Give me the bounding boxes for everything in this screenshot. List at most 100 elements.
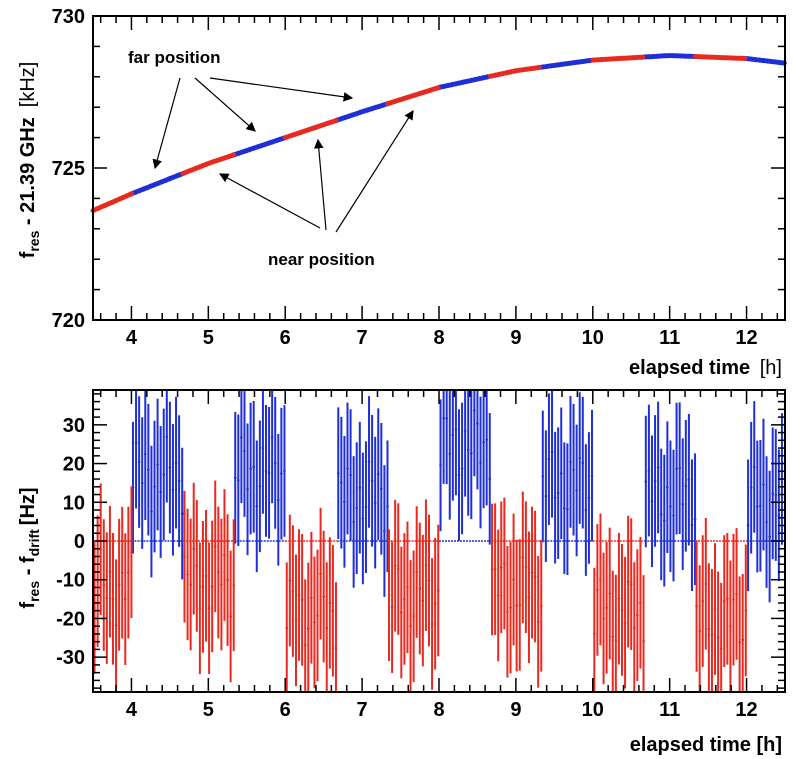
- x-tick-label: 12: [735, 327, 757, 349]
- data-point-near: [418, 587, 422, 590]
- data-point-far: [267, 471, 271, 475]
- data-point-near: [605, 606, 608, 610]
- data-point-far: [171, 488, 175, 492]
- data-point-near: [490, 568, 494, 571]
- data-point-near: [527, 596, 531, 599]
- data-point-near: [726, 597, 729, 601]
- x-tick-label: 12: [735, 699, 757, 721]
- data-point-near: [201, 585, 205, 589]
- data-point-far: [373, 501, 377, 505]
- data-point-far: [156, 463, 159, 466]
- annotation-arrow: [209, 77, 354, 102]
- data-point-near: [735, 592, 738, 596]
- top-chart: 4 5 6 7 8 9 10 11 12 720 725 730 elapsed time [h] f…: [17, 6, 788, 379]
- data-point-near: [285, 626, 289, 630]
- data-point-near: [120, 571, 124, 574]
- data-point-far: [768, 535, 771, 538]
- data-point-near: [539, 604, 543, 608]
- series-segment-far: [744, 56, 788, 66]
- data-point-far: [174, 461, 178, 464]
- y-tick-label: 20: [63, 454, 85, 476]
- top-chart-data-layer: [90, 53, 788, 214]
- data-point-far: [243, 449, 246, 453]
- data-point-near: [186, 573, 189, 576]
- data-point-far: [762, 483, 765, 486]
- data-point-far: [165, 435, 169, 439]
- x-tick-label: 7: [357, 699, 368, 721]
- data-point-near: [325, 626, 329, 630]
- bottom-chart-data-layer: [93, 390, 785, 692]
- series-segment-far: [538, 57, 595, 70]
- y-tick-label: -20: [56, 608, 85, 630]
- y-tick-label: 10: [63, 492, 85, 514]
- data-point-far: [153, 485, 156, 488]
- data-point-far: [759, 504, 762, 508]
- data-point-far: [246, 488, 249, 491]
- data-point-far: [678, 466, 681, 470]
- data-point-far: [258, 484, 262, 488]
- top-axis-ticks: 4 5 6 7 8 9 10 11 12 720 725 730: [52, 6, 785, 349]
- data-point-far: [765, 520, 768, 524]
- series-segment-far: [436, 73, 493, 90]
- data-point-near: [496, 594, 500, 597]
- series-segment-near: [180, 152, 237, 176]
- data-point-far: [662, 519, 666, 522]
- data-point-near: [430, 622, 434, 626]
- data-point-near: [512, 578, 515, 581]
- series-segment-near: [590, 54, 646, 63]
- x-tick-label: 10: [582, 327, 604, 349]
- data-point-near: [288, 579, 292, 582]
- x-tick-label: 6: [280, 327, 291, 349]
- data-point-far: [672, 514, 675, 517]
- data-point-near: [499, 566, 503, 569]
- data-point-far: [277, 498, 280, 502]
- data-point-far: [482, 440, 485, 444]
- data-point-far: [283, 469, 286, 473]
- data-point-far: [476, 422, 479, 425]
- data-point-far: [547, 457, 551, 461]
- annotation-arrow: [218, 173, 321, 229]
- data-point-far: [445, 417, 448, 420]
- data-point-near: [403, 597, 406, 601]
- y-tick-label: 30: [63, 415, 85, 437]
- data-point-far: [473, 409, 476, 412]
- data-point-near: [732, 598, 735, 601]
- data-point-near: [722, 599, 726, 603]
- data-point-near: [123, 597, 127, 601]
- data-point-far: [566, 507, 569, 511]
- bottom-x-axis-title: elapsed time [h]: [630, 734, 782, 756]
- top-x-axis-title: elapsed time [h]: [629, 357, 782, 379]
- data-point-far: [587, 496, 591, 500]
- data-point-far: [343, 500, 346, 504]
- data-point-near: [400, 611, 403, 614]
- data-point-far: [249, 467, 252, 470]
- data-point-near: [533, 575, 537, 578]
- data-point-near: [530, 571, 534, 574]
- data-point-near: [614, 639, 618, 642]
- x-tick-label: 4: [126, 327, 138, 349]
- data-point-near: [744, 609, 748, 612]
- data-point-far: [233, 476, 237, 480]
- x-tick-label: 8: [433, 699, 444, 721]
- data-point-near: [108, 570, 112, 573]
- data-point-far: [349, 473, 352, 477]
- data-point-far: [439, 463, 442, 467]
- data-point-far: [150, 510, 153, 513]
- data-point-near: [111, 597, 115, 601]
- data-point-far: [261, 446, 265, 450]
- x-tick-label: 6: [280, 699, 291, 721]
- data-point-far: [653, 479, 657, 483]
- data-point-far: [177, 479, 181, 483]
- annotation-arrow: [194, 77, 256, 132]
- data-point-far: [361, 517, 365, 520]
- data-point-far: [666, 485, 669, 489]
- data-point-far: [147, 468, 150, 471]
- data-point-near: [207, 606, 211, 610]
- data-point-far: [656, 466, 660, 469]
- data-point-near: [226, 578, 229, 582]
- data-point-far: [774, 493, 778, 497]
- data-point-far: [168, 466, 172, 469]
- data-point-near: [503, 562, 506, 565]
- data-point-far: [563, 506, 566, 510]
- data-point-far: [270, 436, 274, 439]
